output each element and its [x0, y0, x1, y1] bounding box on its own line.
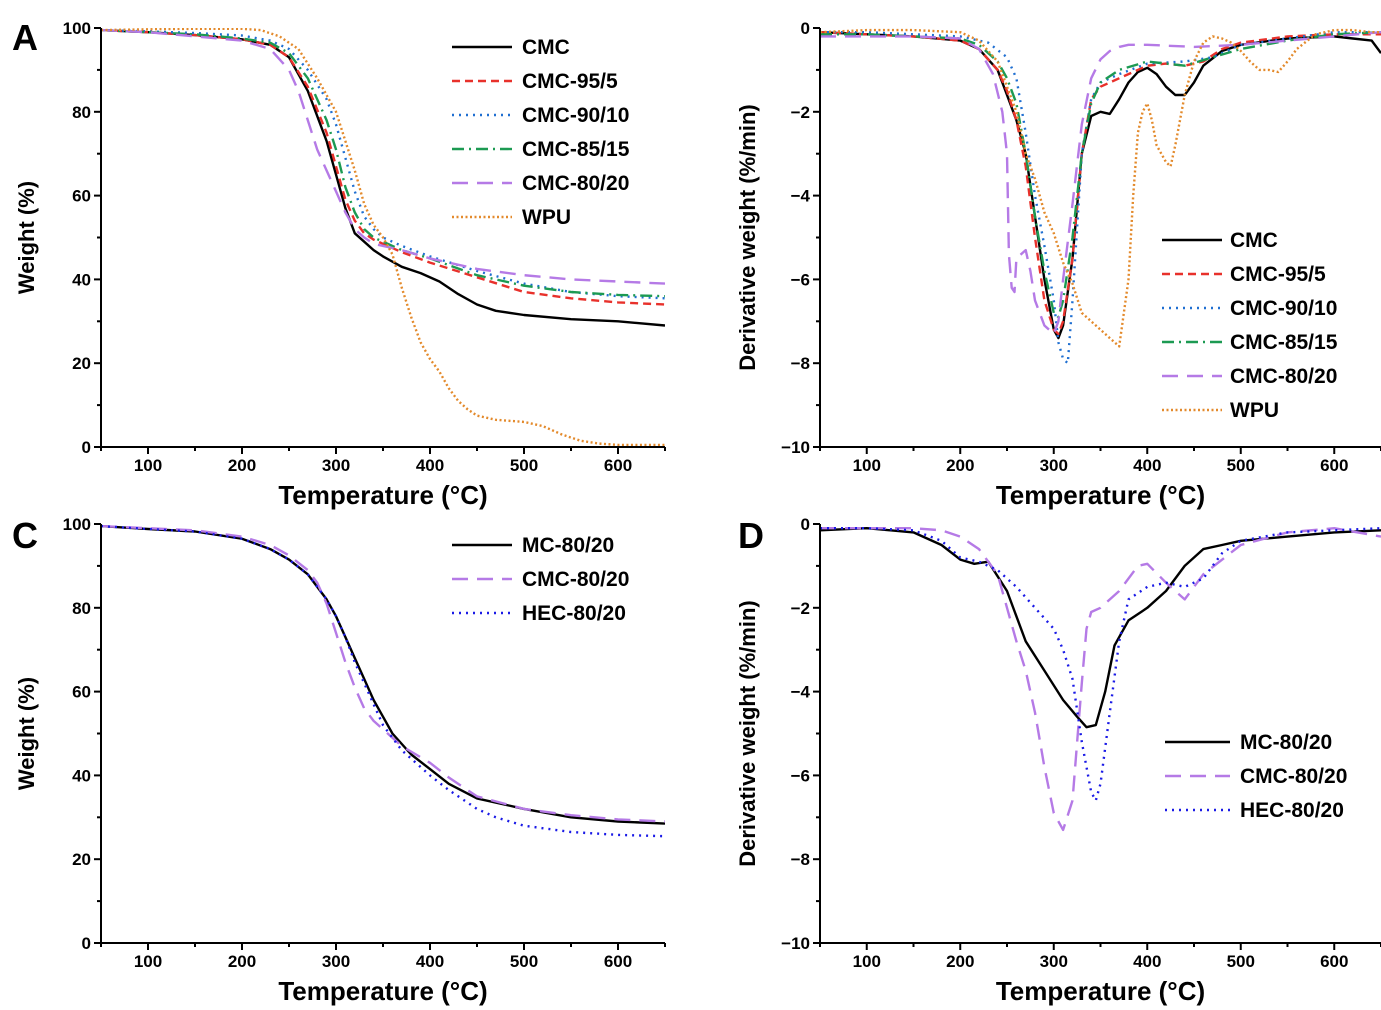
panel-c-y-tick-label: 40 — [72, 766, 91, 785]
panel-c-legend-label: CMC-80/20 — [522, 568, 629, 591]
panel-d-series-mc-80-20 — [820, 527, 1381, 729]
panel-d-y-axis-title: Derivative weight (%/min) — [735, 600, 760, 867]
panel-a-y-axis-title: Weight (%) — [14, 181, 39, 294]
panel-d-x-tick-label: 200 — [946, 952, 974, 971]
panel-c-legend-label: HEC-80/20 — [522, 602, 626, 625]
panel-a-legend-label: CMC-80/20 — [522, 172, 629, 195]
panel-d-x-tick-label: 100 — [853, 952, 881, 971]
panel-b-series-wpu — [820, 28, 1381, 348]
panel-c-x-tick-label: 300 — [322, 952, 350, 971]
panel-b-legend-label: CMC-95/5 — [1230, 263, 1326, 286]
panel-c-y-tick-label: 80 — [72, 599, 91, 618]
panel-d-y-tick-label: −4 — [791, 683, 811, 702]
panel-a-x-tick-label: 200 — [228, 456, 256, 475]
panel-c-x-tick-label: 200 — [228, 952, 256, 971]
panel-c-legend-label: MC-80/20 — [522, 534, 614, 557]
panel-a-y-tick-label: 0 — [82, 438, 91, 457]
panel-b-series-cmc-95-5 — [820, 31, 1381, 336]
panel-b-y-tick-label: −2 — [791, 103, 810, 122]
panel-a-series-cmc-85-15 — [101, 28, 665, 298]
panel-b-x-tick-label: 600 — [1320, 456, 1348, 475]
panel-b-x-tick-label: 200 — [946, 456, 974, 475]
panel-c-x-tick-label: 400 — [416, 952, 444, 971]
panel-b-y-tick-label: −6 — [791, 270, 810, 289]
panel-b-series-cmc — [820, 31, 1381, 340]
panel-a-series-wpu — [101, 28, 665, 447]
panel-d-legend-label: MC-80/20 — [1240, 731, 1332, 754]
panel-d-y-tick-label: −2 — [791, 599, 810, 618]
panel-d-x-tick-label: 600 — [1320, 952, 1348, 971]
panel-c-series-cmc-80-20 — [101, 524, 665, 823]
panel-b-legend-label: CMC-80/20 — [1230, 365, 1337, 388]
panel-a-x-tick-label: 500 — [510, 456, 538, 475]
panel-a-legend-label: CMC — [522, 36, 570, 59]
panel-a-legend-label: CMC-85/15 — [522, 138, 630, 161]
panel-c-x-tick-label: 100 — [134, 952, 162, 971]
panel-c-y-tick-label: 100 — [63, 515, 91, 534]
panel-a-y-tick-label: 60 — [72, 187, 91, 206]
panel-d-x-axis-title: Temperature (°C) — [996, 976, 1205, 1006]
panel-d-x-tick-label: 500 — [1227, 952, 1255, 971]
panel-c-y-tick-label: 0 — [82, 934, 91, 953]
panel-b-x-tick-label: 400 — [1133, 456, 1161, 475]
panel-a-y-tick-label: 20 — [72, 354, 91, 373]
panel-b-y-tick-label: −8 — [791, 354, 810, 373]
panel-b-y-tick-label: −10 — [781, 438, 810, 457]
panel-d-letter: D — [738, 515, 764, 556]
panel-a-y-tick-label: 40 — [72, 270, 91, 289]
panel-a-x-tick-label: 300 — [322, 456, 350, 475]
panel-a-series-cmc-95-5 — [101, 28, 665, 306]
panel-d-series-hec-80-20 — [820, 527, 1381, 802]
panel-a-y-tick-label: 80 — [72, 103, 91, 122]
panel-c-series-hec-80-20 — [101, 524, 665, 838]
panel-c-y-tick-label: 60 — [72, 683, 91, 702]
panel-a-legend-label: CMC-90/10 — [522, 104, 629, 127]
panel-d-y-tick-label: 0 — [801, 515, 810, 534]
panel-b-x-tick-label: 300 — [1040, 456, 1068, 475]
panel-c-x-tick-label: 500 — [510, 952, 538, 971]
panel-a-legend-label: WPU — [522, 206, 571, 229]
panel-d-y-tick-label: −8 — [791, 850, 810, 869]
panel-c-x-tick-label: 600 — [604, 952, 632, 971]
panel-b-legend-label: CMC — [1230, 229, 1278, 252]
panel-c-letter: C — [12, 515, 38, 556]
panel-a-x-tick-label: 400 — [416, 456, 444, 475]
panel-b-x-axis-title: Temperature (°C) — [996, 480, 1205, 510]
panel-a-series-cmc-80-20 — [101, 28, 665, 285]
panel-b-x-tick-label: 100 — [853, 456, 881, 475]
panel-a-legend-label: CMC-95/5 — [522, 70, 618, 93]
panel-b-legend-label: WPU — [1230, 399, 1279, 422]
panel-d-legend-label: CMC-80/20 — [1240, 765, 1347, 788]
panel-d-y-tick-label: −10 — [781, 934, 810, 953]
panel-d-legend-label: HEC-80/20 — [1240, 799, 1344, 822]
panel-d-y-tick-label: −6 — [791, 766, 810, 785]
panel-a-x-tick-label: 600 — [604, 456, 632, 475]
panel-a-y-tick-label: 100 — [63, 19, 91, 38]
panel-b-y-tick-label: 0 — [801, 19, 810, 38]
panel-a-letter: A — [12, 17, 38, 58]
panel-c-x-axis-title: Temperature (°C) — [278, 976, 487, 1006]
panel-b-series-cmc-80-20 — [820, 31, 1381, 336]
panel-a-x-axis-title: Temperature (°C) — [278, 480, 487, 510]
panel-c-y-axis-title: Weight (%) — [14, 677, 39, 790]
panel-d-x-tick-label: 300 — [1040, 952, 1068, 971]
panel-b-y-tick-label: −4 — [791, 187, 811, 206]
panel-b-legend-label: CMC-85/15 — [1230, 331, 1338, 354]
panel-d-series-cmc-80-20 — [820, 527, 1381, 832]
panel-b-y-axis-title: Derivative weight (%/min) — [735, 104, 760, 371]
panel-b-legend-label: CMC-90/10 — [1230, 297, 1337, 320]
panel-a-x-tick-label: 100 — [134, 456, 162, 475]
panel-b-x-tick-label: 500 — [1227, 456, 1255, 475]
panel-d-x-tick-label: 400 — [1133, 952, 1161, 971]
panel-c-y-tick-label: 20 — [72, 850, 91, 869]
panel-b-series-cmc-85-15 — [820, 31, 1381, 319]
panel-a-series-cmc — [101, 28, 665, 327]
